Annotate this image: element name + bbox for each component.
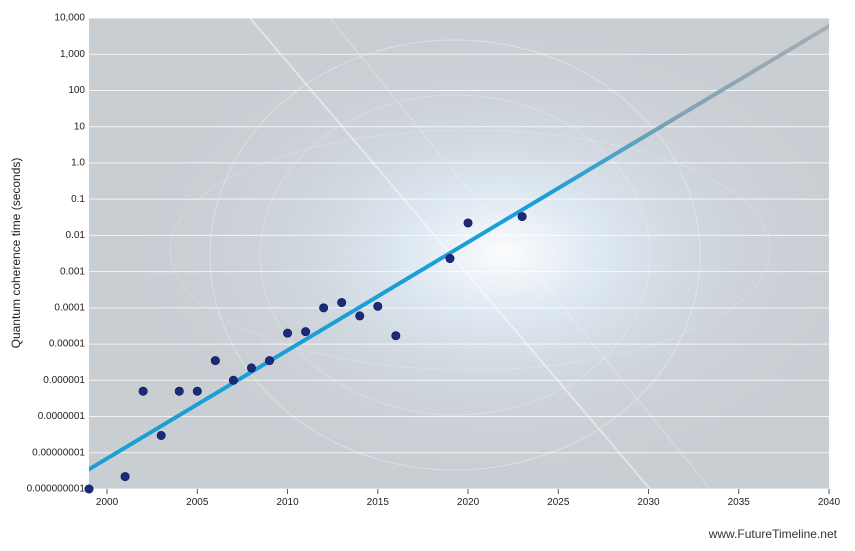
data-point [229,376,237,384]
data-point [374,302,382,310]
y-axis-ticks: 0.000000001 0.00000001 0.0000001 0.000001 0.… [27,13,86,495]
plot-background [89,18,829,489]
data-point [283,329,291,337]
data-point [121,472,129,480]
y-tick-label: 0.000001 [43,375,85,386]
data-point [247,364,255,372]
x-tick-label: 2025 [547,497,570,508]
y-tick-label: 0.00001 [49,339,86,350]
data-point [518,212,526,220]
credit-text: www.FutureTimeline.net [709,527,837,541]
data-point [301,327,309,335]
x-axis-ticks: 2000 2005 2010 2015 2020 2025 2030 2035 2040 [96,489,841,508]
data-point [319,304,327,312]
data-point [392,332,400,340]
data-point [265,356,273,364]
x-tick-label: 2040 [818,497,841,508]
y-tick-label: 0.0001 [54,302,85,313]
y-tick-label: 1.0 [71,158,85,169]
x-tick-label: 2010 [276,497,299,508]
y-tick-label: 0.0000001 [38,411,86,422]
data-point [356,312,364,320]
y-axis-label: Quantum coherence time (seconds) [9,158,23,349]
data-point [175,387,183,395]
y-tick-label: 0.01 [66,230,86,241]
y-tick-label: 0.1 [71,194,85,205]
x-tick-label: 2005 [186,497,209,508]
x-tick-label: 2020 [457,497,480,508]
x-tick-label: 2030 [637,497,660,508]
data-point [85,485,93,493]
y-tick-label: 0.00000001 [32,447,85,458]
x-tick-label: 2000 [96,497,119,508]
y-tick-label: 10 [74,121,86,132]
y-tick-label: 1,000 [60,49,85,60]
y-tick-label: 100 [68,85,85,96]
data-point [193,387,201,395]
x-tick-label: 2035 [728,497,751,508]
y-tick-label: 0.000000001 [27,484,86,495]
x-tick-label: 2015 [367,497,390,508]
y-tick-label: 10,000 [54,13,85,24]
y-tick-label: 0.001 [60,266,85,277]
data-point [157,431,165,439]
data-point [337,298,345,306]
data-point [446,254,454,262]
data-point [139,387,147,395]
data-point [211,356,219,364]
data-point [464,219,472,227]
